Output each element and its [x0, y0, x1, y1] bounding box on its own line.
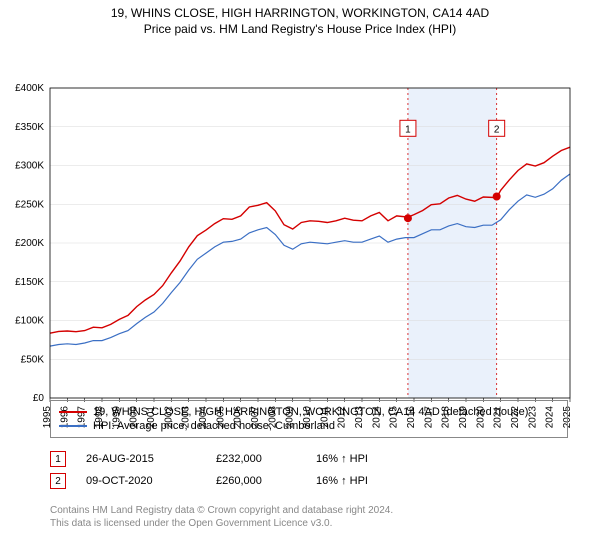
sale-marker: 2: [50, 473, 66, 489]
svg-text:£250K: £250K: [15, 199, 44, 210]
sale-date: 26-AUG-2015: [86, 453, 196, 465]
line-chart: £0 £50K £100K £150K £200K £250K £300K £350K £400…: [0, 40, 600, 438]
footer-line1: Contains HM Land Registry data © Crown c…: [50, 504, 550, 517]
legend-swatch: [59, 411, 87, 413]
chart-container: 19, WHINS CLOSE, HIGH HARRINGTON, WORKIN…: [0, 0, 600, 560]
svg-text:£300K: £300K: [15, 160, 44, 171]
sale-price: £232,000: [216, 453, 296, 465]
legend-row: HPI: Average price, detached house, Cumb…: [59, 419, 559, 433]
svg-text:£200K: £200K: [15, 238, 44, 249]
svg-text:2: 2: [494, 124, 500, 135]
sale-marker: 1: [50, 451, 66, 467]
legend-label: HPI: Average price, detached house, Cumb…: [93, 420, 335, 432]
svg-text:£100K: £100K: [15, 315, 44, 326]
sale-row: 2 09-OCT-2020 £260,000 16% ↑ HPI: [50, 470, 550, 492]
sale-row: 1 26-AUG-2015 £232,000 16% ↑ HPI: [50, 448, 550, 470]
footer-line2: This data is licensed under the Open Gov…: [50, 517, 550, 530]
svg-text:£350K: £350K: [15, 121, 44, 132]
svg-text:£0: £0: [33, 393, 45, 404]
chart-title-line2: Price paid vs. HM Land Registry's House …: [0, 22, 600, 40]
sale-date: 09-OCT-2020: [86, 475, 196, 487]
sale-delta: 16% ↑ HPI: [316, 475, 396, 487]
sales-table: 1 26-AUG-2015 £232,000 16% ↑ HPI 2 09-OCT-202…: [50, 448, 550, 492]
chart-title-line1: 19, WHINS CLOSE, HIGH HARRINGTON, WORKIN…: [0, 0, 600, 22]
legend-label: 19, WHINS CLOSE, HIGH HARRINGTON, WORKIN…: [93, 406, 528, 418]
sale-delta: 16% ↑ HPI: [316, 453, 396, 465]
legend-row: 19, WHINS CLOSE, HIGH HARRINGTON, WORKIN…: [59, 405, 559, 419]
svg-text:£50K: £50K: [21, 354, 45, 365]
sale-price: £260,000: [216, 475, 296, 487]
svg-text:£150K: £150K: [15, 276, 44, 287]
legend-swatch: [59, 425, 87, 427]
svg-text:1: 1: [405, 124, 411, 135]
svg-text:£400K: £400K: [15, 83, 44, 94]
footer-attribution: Contains HM Land Registry data © Crown c…: [50, 504, 550, 530]
legend-box: 19, WHINS CLOSE, HIGH HARRINGTON, WORKIN…: [50, 400, 568, 438]
